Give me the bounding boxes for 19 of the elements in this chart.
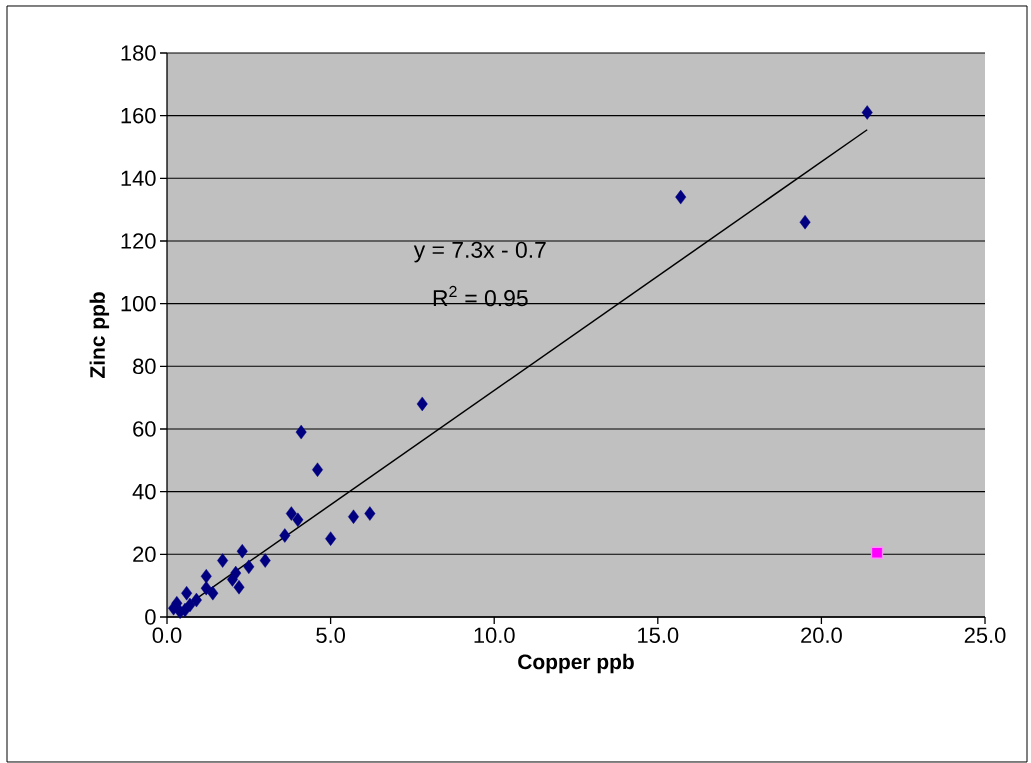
y-tick-label: 40 (132, 483, 156, 500)
y-tick-label: 0 (145, 609, 156, 625)
x-tick-label: 10.0 (474, 627, 515, 644)
y-tick-label: 120 (121, 233, 156, 249)
y-tick-label: 180 (121, 45, 156, 61)
annotation: y = 7.3x - 0.7 (413, 241, 546, 263)
x-tick-label: 25.0 (964, 627, 1006, 644)
y-axis-title: Zinc ppb (89, 292, 110, 378)
y-tick-label: 80 (133, 358, 156, 375)
y-tick-label: 160 (121, 107, 156, 124)
y-tick-label: 140 (121, 170, 156, 187)
x-tick-label: 20.0 (801, 627, 842, 644)
x-tick-label: 5.0 (316, 627, 345, 644)
x-tick-label: 15.0 (638, 627, 679, 644)
x-axis-title: Copper ppb (518, 653, 634, 674)
y-tick-label: 60 (133, 421, 156, 437)
y-tick-label: 100 (121, 295, 156, 312)
y-tick-label: 20 (133, 546, 156, 563)
x-tick-label: 0.0 (152, 627, 182, 644)
